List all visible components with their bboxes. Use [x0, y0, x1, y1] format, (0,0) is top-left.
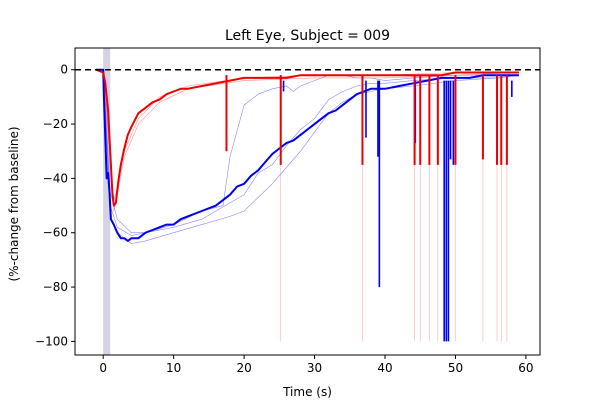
axis-ticks: 0 10 20 30 40 50 60 0 −20 −40 −60 −80 −100	[35, 63, 534, 375]
individual-trace-4	[102, 69, 519, 212]
stimulus-band	[103, 48, 111, 355]
y-tick-label-1: −20	[43, 117, 68, 131]
series-line-0	[96, 68, 519, 242]
x-tick-label-4: 40	[377, 361, 392, 375]
y-tick-label-0: 0	[60, 63, 68, 77]
plot-frame	[74, 47, 541, 356]
individual-trace-0	[102, 69, 519, 236]
x-tick-label-2: 20	[236, 361, 251, 375]
series-line-1	[95, 68, 519, 207]
chart-title: Left Eye, Subject = 009	[225, 28, 390, 44]
x-tick-label-0: 0	[99, 361, 107, 375]
y-axis-label: (%-change from baseline)	[7, 126, 21, 281]
y-tick-label-4: −80	[43, 280, 68, 294]
x-tick-label-3: 30	[307, 361, 322, 375]
y-tick-label-5: −100	[35, 334, 68, 348]
plot-area	[75, 48, 540, 355]
x-tick-label-1: 10	[166, 361, 181, 375]
x-axis-label: Time (s)	[282, 385, 332, 399]
y-tick-label-3: −60	[43, 226, 68, 240]
y-tick-label-2: −40	[43, 171, 68, 185]
x-tick-label-5: 50	[448, 361, 463, 375]
x-tick-label-6: 60	[518, 361, 533, 375]
